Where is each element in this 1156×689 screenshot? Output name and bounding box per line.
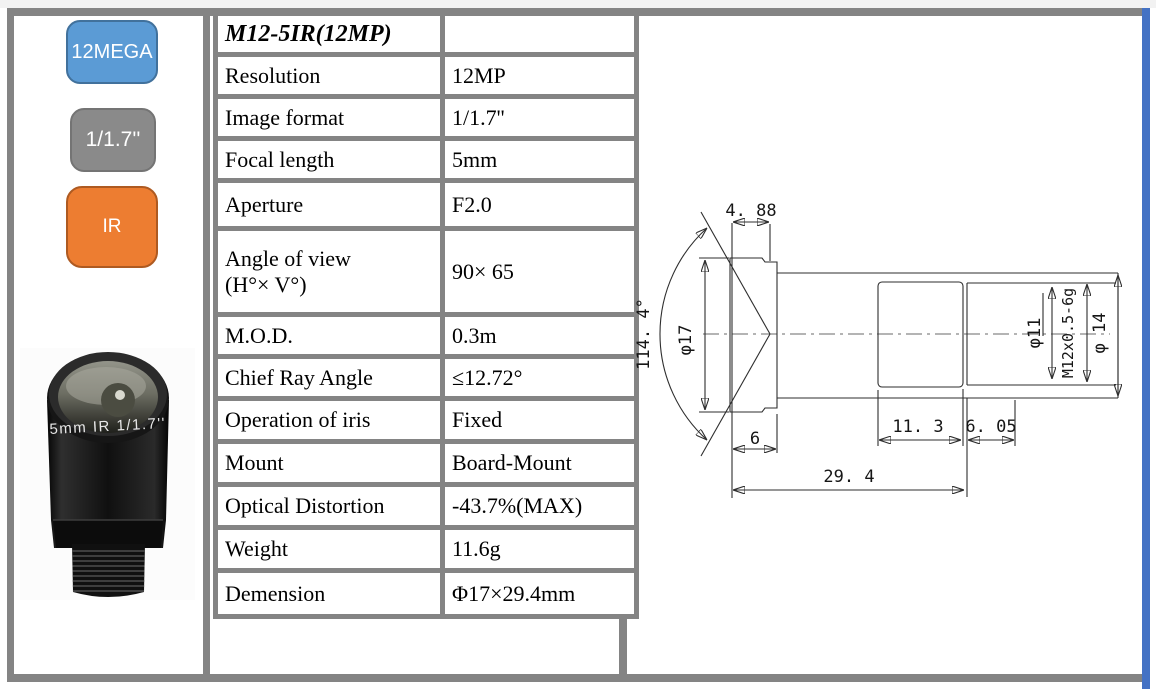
dim-body-length-label: 11. 3	[892, 417, 943, 437]
spec-header-model: M12-5IR(12MP)	[213, 11, 445, 57]
spec-row: Resolution 12MP	[213, 52, 639, 99]
spec-row: Image format 1/1.7''	[213, 94, 639, 141]
spec-row-value: 1/1.7''	[440, 94, 639, 141]
spec-row-value: Fixed	[440, 396, 639, 444]
drawing-lens-head	[729, 257, 778, 413]
spec-row: Focal length 5mm	[213, 136, 639, 183]
badge-1-1-7-: 1/1.7''	[70, 108, 156, 172]
dim-front-width-label: 4. 88	[725, 201, 776, 221]
dim-head-length-label: 6	[750, 429, 760, 449]
spec-row-label: Mount	[213, 439, 445, 487]
spec-row-label: M.O.D.	[213, 312, 445, 359]
spec-row-value: 5mm	[440, 136, 639, 183]
barrel-relief-section	[877, 281, 964, 388]
lens-barrel-lower	[53, 520, 163, 548]
frame-border-left	[7, 8, 14, 682]
spec-row: Optical Distortion -43.7%(MAX)	[213, 482, 639, 530]
spec-row: Mount Board-Mount	[213, 439, 639, 487]
spec-row-label: Resolution	[213, 52, 445, 99]
page-accent-right-bar	[1142, 8, 1150, 689]
spec-row: Angle of view (H°× V°) 90× 65	[213, 226, 639, 317]
spec-row: Aperture F2.0	[213, 178, 639, 231]
spec-table: M12-5IR(12MP) Resolution 12MP Image format…	[213, 11, 639, 619]
spec-row: Chief Ray Angle ≤12.72°	[213, 354, 639, 401]
lens-inner-element	[101, 383, 135, 417]
spec-row-label: Demension	[213, 568, 445, 619]
badge-12mega: 12MEGA	[66, 20, 158, 84]
lens-product-photo: 5mm IR 1/1.7''	[20, 348, 195, 600]
spec-row-value: 0.3m	[440, 312, 639, 359]
frame-border-top	[7, 8, 1144, 16]
spec-row-value: F2.0	[440, 178, 639, 231]
spec-row-label: Angle of view (H°× V°)	[213, 226, 445, 317]
spec-row-value: Φ17×29.4mm	[440, 568, 639, 619]
spec-row-value: Board-Mount	[440, 439, 639, 487]
spec-row: Demension Φ17×29.4mm	[213, 568, 639, 619]
dim-thread-length-label: 6. 05	[965, 417, 1016, 437]
spec-row-value: 12MP	[440, 52, 639, 99]
spec-row: Weight 11.6g	[213, 525, 639, 573]
spec-row: M.O.D. 0.3m	[213, 312, 639, 359]
lens-barrel	[47, 400, 169, 548]
spec-row-label: Operation of iris	[213, 396, 445, 444]
dim-total-length-label: 29. 4	[823, 467, 874, 487]
dim-thread-spec-label: M12x0.5-6g	[1059, 288, 1077, 378]
spec-row-label: Weight	[213, 525, 445, 573]
fov-angle-arc	[659, 228, 707, 440]
fov-ray-lower	[700, 333, 771, 457]
frame-border-bottom	[7, 674, 1144, 682]
spec-row-label: Chief Ray Angle	[213, 354, 445, 401]
spec-row-label: Focal length	[213, 136, 445, 183]
spec-row-value: -43.7%(MAX)	[440, 482, 639, 530]
spec-header-row: M12-5IR(12MP)	[213, 11, 639, 57]
spec-row-label: Image format	[213, 94, 445, 141]
spec-header-empty	[440, 11, 639, 57]
spec-row-label: Aperture	[213, 178, 445, 231]
panel-divider-left	[203, 16, 210, 674]
spec-row-value: 11.6g	[440, 525, 639, 573]
spec-row-label: Optical Distortion	[213, 482, 445, 530]
spec-row-value: ≤12.72°	[440, 354, 639, 401]
dim-head-diameter-label: φ17	[676, 325, 696, 356]
fov-ray-upper	[700, 211, 771, 335]
badge-ir: IR	[66, 186, 158, 268]
dim-barrel-diameter-label: φ 14	[1090, 313, 1110, 354]
spec-row-value: 90× 65	[440, 226, 639, 317]
lens-marking-text: 5mm IR 1/1.7''	[49, 415, 166, 438]
dim-fov-angle-label: 114. 4°	[634, 298, 654, 370]
page-top-strip	[0, 0, 1156, 8]
technical-drawing: 4. 88 114. 4° φ17 6 29. 4 11. 3 6. 05 φ1…	[634, 201, 1142, 498]
spec-table-body: M12-5IR(12MP) Resolution 12MP Image format…	[213, 11, 639, 619]
dim-bore-diameter-label: φ11	[1025, 318, 1045, 349]
spec-row: Operation of iris Fixed	[213, 396, 639, 444]
